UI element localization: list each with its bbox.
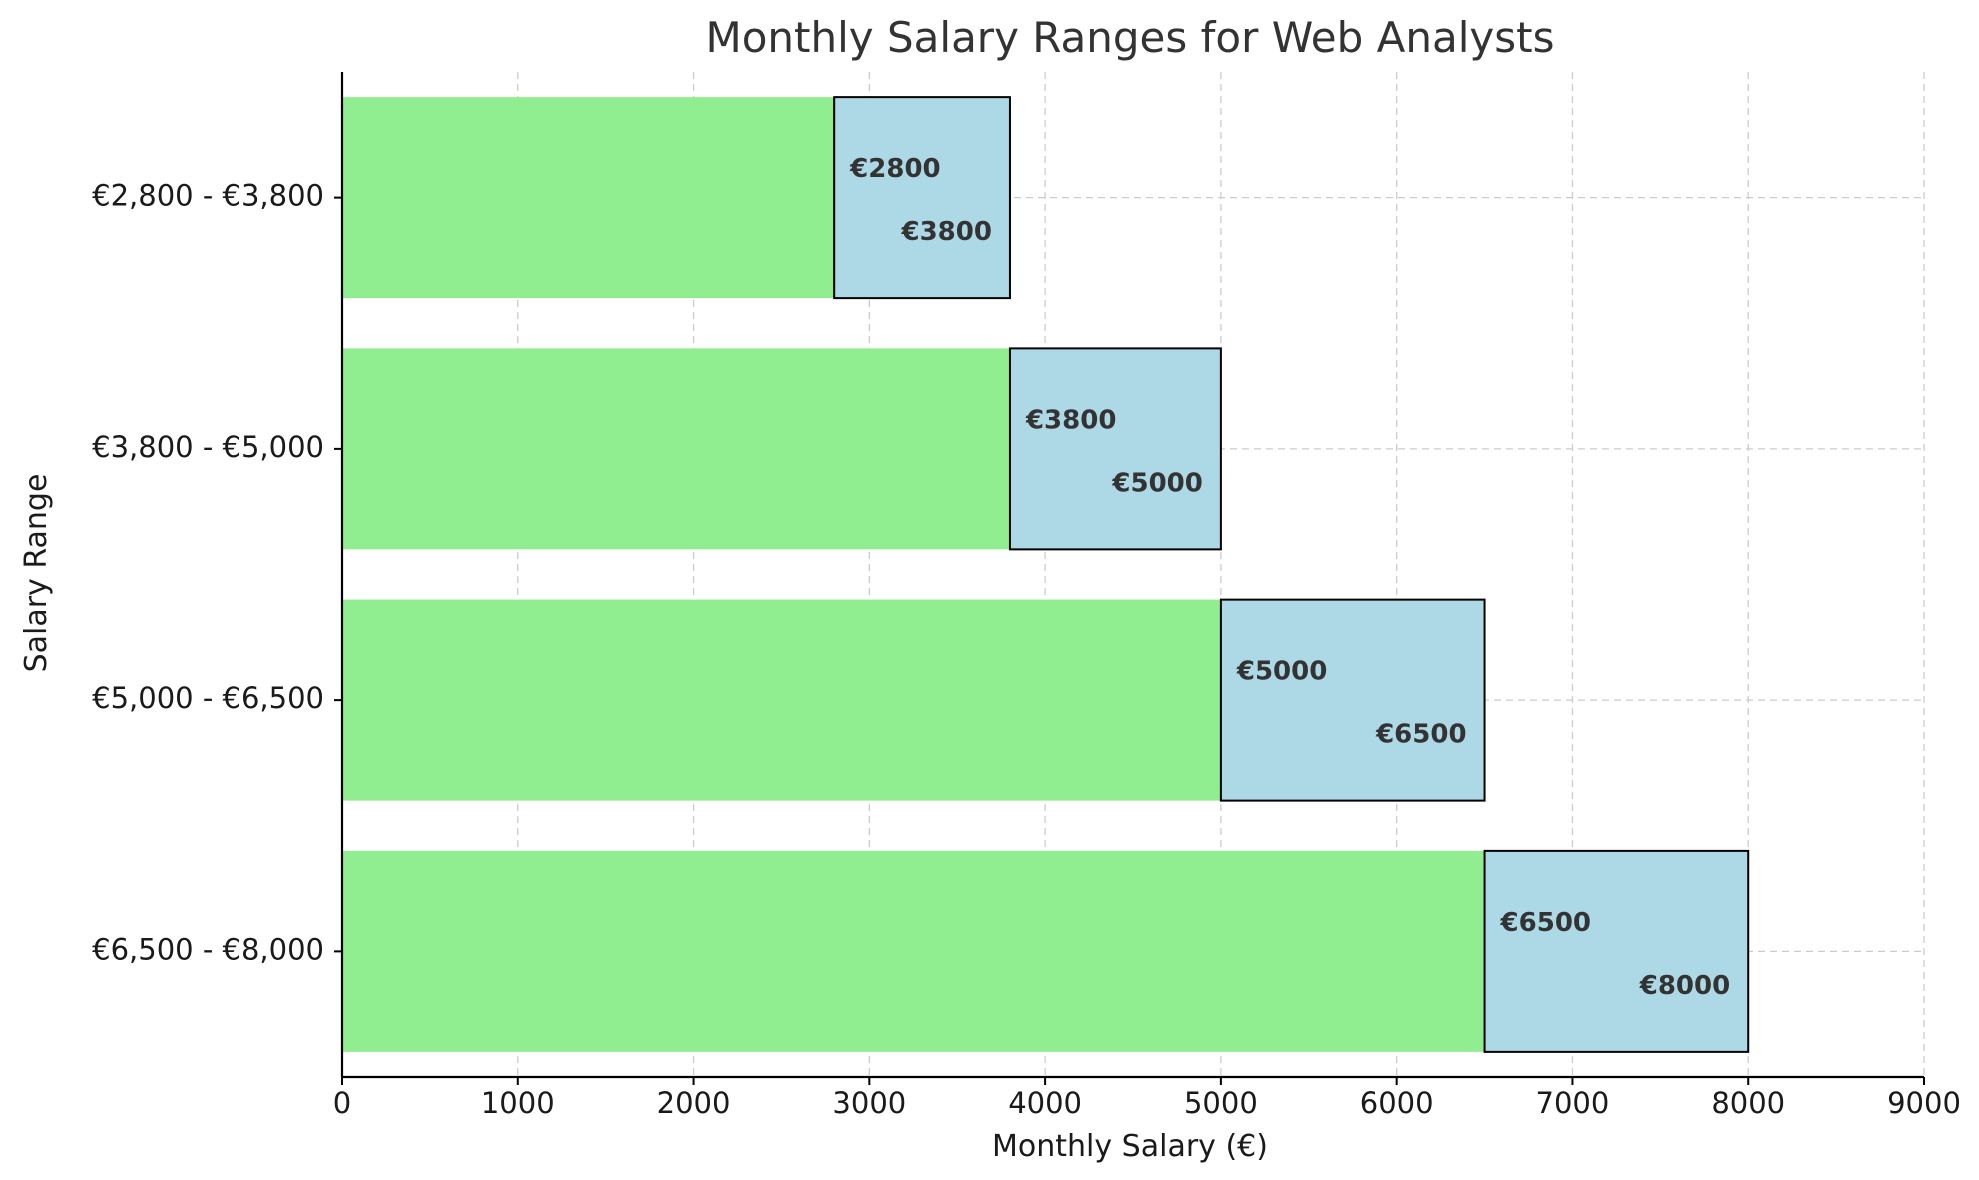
bar-range <box>1219 598 1486 802</box>
y-tick-label: €5,000 - €6,500 <box>92 681 324 715</box>
x-tick-label: 3000 <box>832 1086 906 1120</box>
bar-base <box>342 348 1010 550</box>
data-label-min: €2800 <box>849 154 940 184</box>
data-label-max: €8000 <box>1639 971 1730 1001</box>
bar-range <box>833 96 1011 300</box>
x-tick-label: 9000 <box>1887 1086 1961 1120</box>
data-label-max: €6500 <box>1375 720 1466 750</box>
chart-title: Monthly Salary Ranges for Web Analysts <box>705 13 1554 62</box>
x-tick-label: 6000 <box>1360 1086 1434 1120</box>
x-tick-label: 0 <box>333 1086 351 1120</box>
y-tick-label: €6,500 - €8,000 <box>92 932 324 966</box>
bars <box>342 96 1750 1053</box>
data-label-min: €6500 <box>1500 908 1591 938</box>
bar-base <box>342 850 1485 1052</box>
x-tick-label: 8000 <box>1711 1086 1785 1120</box>
data-label-max: €3800 <box>900 217 991 247</box>
bar-range <box>1483 849 1750 1053</box>
y-tick-label: €2,800 - €3,800 <box>92 179 324 213</box>
data-label-min: €3800 <box>1025 405 1116 435</box>
x-tick-label: 4000 <box>1008 1086 1082 1120</box>
x-tick-label: 5000 <box>1184 1086 1258 1120</box>
x-tick-label: 2000 <box>657 1086 731 1120</box>
data-label-min: €5000 <box>1236 657 1327 687</box>
data-label-max: €5000 <box>1111 468 1202 498</box>
x-tick-label: 1000 <box>481 1086 555 1120</box>
bar-range <box>1008 347 1222 551</box>
x-tick-label: 7000 <box>1536 1086 1610 1120</box>
axes: 0 1000 2000 3000 4000 5000 6000 7000 8000 9000 €2,… <box>92 72 1961 1120</box>
x-axis-label: Monthly Salary (€) <box>992 1129 1268 1164</box>
y-tick-label: €3,800 - €5,000 <box>92 430 324 464</box>
data-labels: €2800 €3800 €3800 €5000 €5000 €6500 €6500 €8000 <box>849 154 1730 1001</box>
bar-base <box>342 97 835 299</box>
y-axis-label: Salary Range <box>19 474 54 673</box>
bar-base <box>342 599 1221 801</box>
